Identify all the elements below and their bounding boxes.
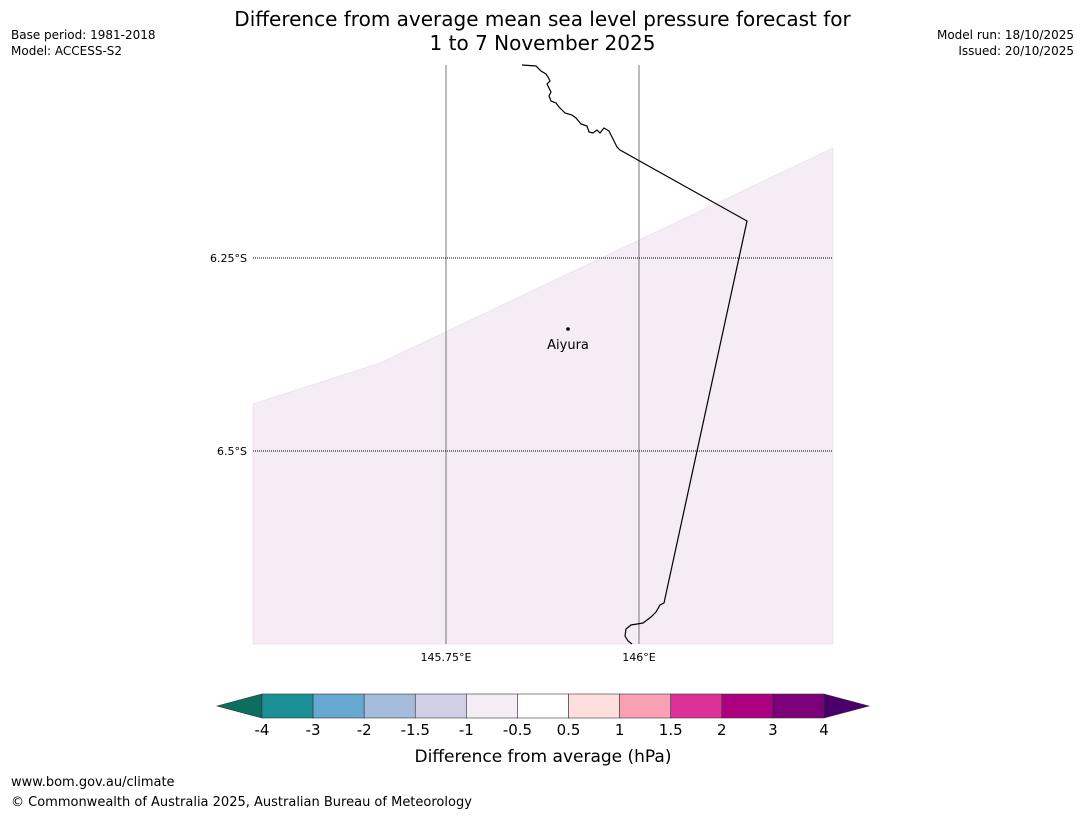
- colorbar-bin: [414, 693, 467, 719]
- model-text: Model: ACCESS-S2: [11, 44, 123, 58]
- colorbar-tick-label: -2: [357, 721, 372, 739]
- colorbar-tick-label: 1: [615, 721, 625, 739]
- colorbar-tick-label: 0.5: [557, 721, 581, 739]
- footer-url: www.bom.gov.au/climate: [11, 775, 175, 790]
- colorbar-bin: [619, 693, 672, 719]
- colorbar-tick-label: 3: [768, 721, 778, 739]
- footer-copyright: © Commonwealth of Australia 2025, Austra…: [11, 795, 472, 810]
- title-line-1: Difference from average mean sea level p…: [234, 7, 851, 31]
- lat-label-6-5: 6.5°S: [217, 445, 247, 458]
- colorbar-bin: [568, 693, 620, 719]
- anomaly-shading: [252, 147, 834, 645]
- colorbar-bins: [261, 693, 825, 719]
- colorbar-tick-label: -4: [255, 721, 270, 739]
- colorbar-tick-label: -0.5: [503, 721, 532, 739]
- colorbar-tick-label: -3: [306, 721, 321, 739]
- colorbar-bin: [466, 693, 518, 719]
- colorbar-tick-label: 1.5: [659, 721, 683, 739]
- colorbar-tick-label: -1.5: [401, 721, 430, 739]
- colorbar-ticks: -4 -3 -2 -1.5 -1 -0.5 0.5 1 1.5 2 3 4: [255, 721, 829, 739]
- lon-label-146: 146°E: [622, 651, 655, 664]
- colorbar-bin: [517, 693, 569, 719]
- colorbar-under-triangle: [215, 693, 263, 719]
- title-line-2: 1 to 7 November 2025: [429, 31, 656, 55]
- issued-text: Issued: 20/10/2025: [958, 44, 1074, 58]
- colorbar-tick-label: 4: [819, 721, 829, 739]
- colorbar: -4 -3 -2 -1.5 -1 -0.5 0.5 1 1.5 2 3 4 Difference fr…: [215, 693, 871, 767]
- colorbar-tick-label: 2: [717, 721, 727, 739]
- colorbar-bin: [312, 693, 365, 719]
- colorbar-bin: [772, 693, 825, 719]
- base-period-text: Base period: 1981-2018: [11, 28, 156, 42]
- lon-label-145-75: 145.75°E: [421, 651, 472, 664]
- colorbar-over-triangle: [823, 693, 871, 719]
- colorbar-label: Difference from average (hPa): [415, 747, 672, 767]
- colorbar-bin: [670, 693, 723, 719]
- meta-right: Model run: 18/10/2025 Issued: 20/10/2025: [937, 27, 1074, 59]
- colorbar-tick-label: -1: [459, 721, 474, 739]
- coastline: [521, 64, 748, 645]
- meta-left: Base period: 1981-2018 Model: ACCESS-S2: [11, 27, 156, 59]
- colorbar-bin: [363, 693, 416, 719]
- page-title: Difference from average mean sea level p…: [150, 7, 935, 55]
- map-panel: Aiyura 6.25°S 6.5°S 145.75°E 146°E: [210, 64, 834, 664]
- model-run-text: Model run: 18/10/2025: [936, 28, 1074, 42]
- place-label: Aiyura: [547, 338, 589, 353]
- lat-label-6-25: 6.25°S: [210, 252, 247, 265]
- place-marker: [566, 327, 570, 331]
- colorbar-bin: [261, 693, 314, 719]
- colorbar-bin: [721, 693, 774, 719]
